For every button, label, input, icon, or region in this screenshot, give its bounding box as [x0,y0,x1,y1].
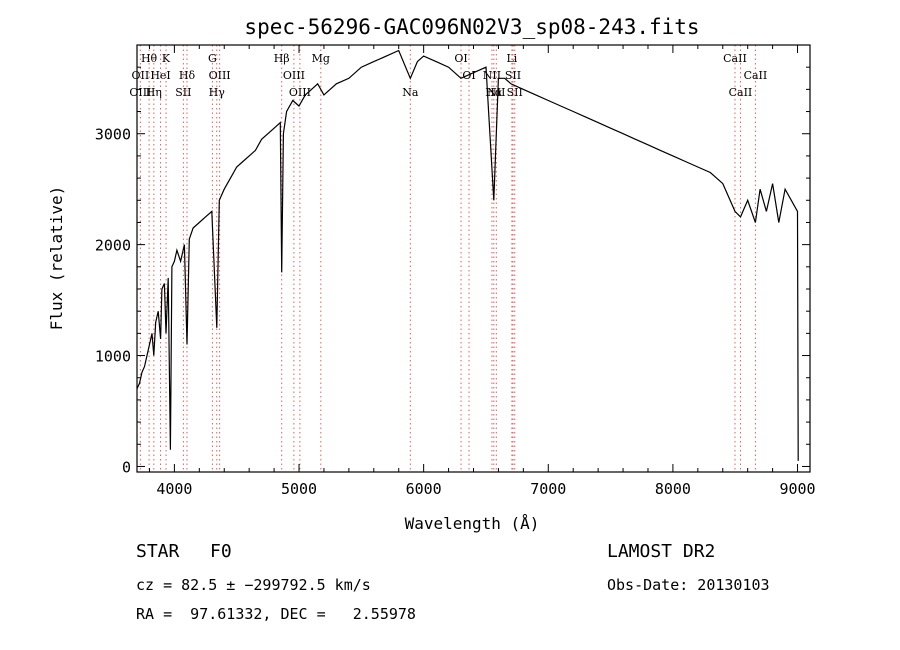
line-label: Hγ [209,86,226,99]
line-label: OIII [209,69,231,82]
line-label: SII [507,86,523,99]
y-axis-ticks: 0 1000 2000 3000 [95,66,810,476]
line-label: NII [483,69,501,82]
line-label: Hθ [141,52,158,65]
object-subclass: F0 [210,541,232,562]
x-tick-label: 6000 [406,480,442,498]
line-label: HeI [150,69,170,82]
observation-date: Obs-Date: 20130103 [607,576,770,594]
y-axis-label: Flux (relative) [47,186,66,331]
line-label: SII [505,69,521,82]
line-label: CaII [729,86,753,99]
line-label: OII [132,69,150,82]
y-tick-label: 2000 [95,237,131,255]
survey-name: LAMOST DR2 [607,541,716,562]
x-axis-label: Wavelength (Å) [405,514,540,533]
line-label: Hδ [179,69,196,82]
line-label: OI [454,52,467,65]
line-label: Mg [312,52,330,65]
y-tick-label: 3000 [95,126,131,144]
spectrum-series-line [136,49,799,461]
x-tick-label: 9000 [779,480,815,498]
line-label: G [208,52,217,65]
line-label: SII [175,86,191,99]
line-label: CaII [744,69,768,82]
x-tick-label: 5000 [281,480,317,498]
line-label: CaII [723,52,747,65]
line-label: Hβ [274,52,290,65]
x-tick-label: 8000 [655,480,691,498]
line-label: OIII [129,86,151,99]
line-label: K [162,52,171,65]
y-tick-label: 0 [122,458,131,476]
line-label: Na [402,86,419,99]
x-tick-label: 7000 [530,480,566,498]
line-label: Hη [146,86,162,99]
x-axis-ticks: 4000 5000 6000 7000 8000 9000 [148,45,816,498]
line-label: Li [506,52,517,65]
line-label: NII [487,86,505,99]
redshift-readout: cz = 82.5 ± −299792.5 km/s [136,576,371,594]
y-tick-label: 1000 [95,348,131,366]
coordinates-readout: RA = 97.61332, DEC = 2.55978 [136,605,416,623]
plot-frame [136,44,811,473]
chart-title: spec-56296-GAC096N02V3_sp08-243.fits [244,15,699,39]
line-label: OI [462,69,475,82]
line-label: OIII [283,69,305,82]
object-class: STAR [136,541,180,562]
x-tick-label: 4000 [156,480,192,498]
spectral-line-markers [139,45,756,472]
